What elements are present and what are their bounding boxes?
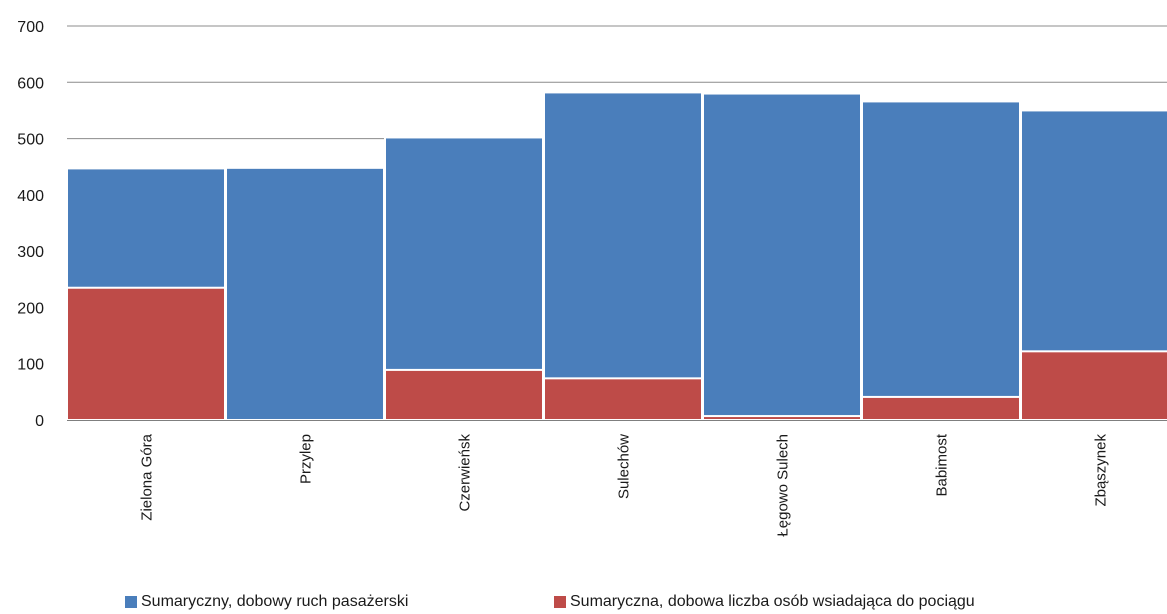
bar-series-1-4 xyxy=(702,92,862,422)
legend-item-series-2: Sumaryczna, dobowa liczba osób wsiadając… xyxy=(554,593,975,611)
bar-series-1-3 xyxy=(543,91,703,421)
y-tick-label: 100 xyxy=(17,357,44,374)
x-tick-label: Czerwieńsk xyxy=(457,434,474,512)
legend-swatch-series-2 xyxy=(554,596,566,608)
y-tick-label: 500 xyxy=(17,132,44,149)
y-axis-ticks: 0 100 200 300 400 500 600 700 xyxy=(17,19,44,430)
bar-series-1-5 xyxy=(861,100,1021,422)
bar-series-2-6 xyxy=(1020,350,1167,421)
y-tick-label: 200 xyxy=(17,300,44,317)
x-tick-label: Zbąszynek xyxy=(1093,434,1110,507)
legend: Sumaryczny, dobowy ruch pasażerski Sumar… xyxy=(0,590,1167,614)
y-tick-label: 400 xyxy=(17,188,44,205)
bar-series-2-3 xyxy=(543,377,703,421)
bars xyxy=(66,91,1167,422)
x-tick-label: Przylep xyxy=(298,434,315,484)
x-tick-label: Sulechów xyxy=(616,434,633,499)
x-tick-label: Łęgowo Sulech xyxy=(775,434,792,537)
legend-label-series-1: Sumaryczny, dobowy ruch pasażerski xyxy=(141,593,409,610)
bar-series-2-0 xyxy=(66,286,226,421)
y-tick-label: 300 xyxy=(17,244,44,261)
legend-label-series-2: Sumaryczna, dobowa liczba osób wsiadając… xyxy=(570,593,975,610)
bar-series-2-5 xyxy=(861,395,1021,421)
bar-series-2-2 xyxy=(384,368,544,421)
y-tick-label: 700 xyxy=(17,19,44,36)
y-tick-label: 600 xyxy=(17,75,44,92)
chart: 0 100 200 300 400 500 600 700 Zielona Góra Przyl… xyxy=(17,19,1167,537)
x-tick-label: Zielona Góra xyxy=(139,433,156,520)
legend-item-series-1: Sumaryczny, dobowy ruch pasażerski xyxy=(125,593,408,611)
x-tick-label: Babimost xyxy=(934,433,951,496)
y-tick-label: 0 xyxy=(35,413,44,430)
legend-swatch-series-1 xyxy=(125,596,137,608)
x-axis-labels: Zielona Góra Przylep Czerwieńsk Sulechów Łęg… xyxy=(139,433,1110,536)
bar-series-1-1 xyxy=(225,166,385,421)
bar-series-2-4 xyxy=(702,415,862,421)
